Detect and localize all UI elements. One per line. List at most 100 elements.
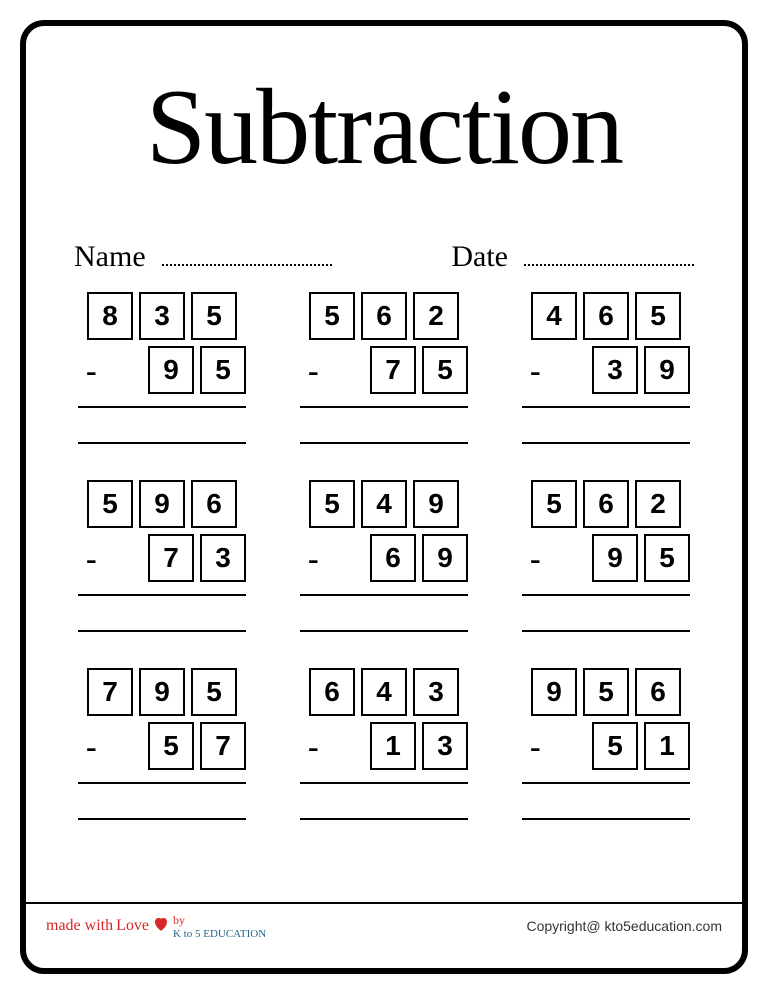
digit-box: 6: [361, 292, 407, 340]
brand-logo: K to 5 EDUCATION: [173, 928, 266, 940]
answer-line: [522, 782, 690, 784]
minus-sign: -: [308, 352, 319, 389]
digit-box: 7: [87, 668, 133, 716]
answer-line: [78, 782, 246, 784]
minus-sign: -: [308, 540, 319, 577]
digit-box: 1: [370, 722, 416, 770]
problem: 562 -95: [510, 480, 702, 638]
minuend-row: 596: [66, 480, 258, 528]
worksheet-title: Subtraction: [66, 66, 702, 190]
subtrahend-row: - 73: [78, 534, 246, 582]
problem: 596 - 73: [66, 480, 258, 638]
answer-line: [522, 406, 690, 408]
name-field: Name: [74, 240, 332, 274]
date-label: Date: [451, 240, 508, 274]
minus-sign: -: [86, 728, 97, 765]
answer-line: [78, 818, 246, 820]
answer-line: [300, 782, 468, 784]
subtrahend-row: -95: [78, 346, 246, 394]
problem: 643-13: [288, 668, 480, 826]
minus-sign: -: [86, 540, 97, 577]
digit-box: 3: [592, 346, 638, 394]
digit-box: 6: [191, 480, 237, 528]
subtrahend-row: - 39: [522, 346, 690, 394]
problem: 956-51: [510, 668, 702, 826]
minus-sign: -: [530, 728, 541, 765]
digit-box: 9: [531, 668, 577, 716]
name-label: Name: [74, 240, 146, 274]
footer: made with Love by K to 5 EDUCATION Copyr…: [26, 902, 742, 948]
digit-box: 4: [531, 292, 577, 340]
date-line[interactable]: [524, 264, 694, 266]
digit-box: 9: [139, 668, 185, 716]
digit-box: 9: [413, 480, 459, 528]
answer-line: [78, 594, 246, 596]
digit-box: 6: [370, 534, 416, 582]
digit-box: 8: [87, 292, 133, 340]
subtrahend-row: -95: [522, 534, 690, 582]
answer-line: [522, 594, 690, 596]
digit-box: 5: [644, 534, 690, 582]
minuend-row: 956: [510, 668, 702, 716]
digit-box: 4: [361, 668, 407, 716]
love-text: Love: [116, 917, 149, 935]
digit-box: 3: [139, 292, 185, 340]
digit-box: 3: [422, 722, 468, 770]
answer-line: [300, 442, 468, 444]
subtrahend-row: - 75: [300, 346, 468, 394]
digit-box: 7: [200, 722, 246, 770]
digit-box: 5: [422, 346, 468, 394]
digit-box: 3: [200, 534, 246, 582]
subtrahend-row: -57: [78, 722, 246, 770]
problem: 549-69: [288, 480, 480, 638]
minuend-row: 549: [288, 480, 480, 528]
answer-line: [522, 442, 690, 444]
digit-box: 6: [583, 480, 629, 528]
heart-icon: [152, 915, 170, 938]
digit-box: 4: [361, 480, 407, 528]
answer-line: [300, 594, 468, 596]
problems-grid: 835-95562-75465-39596-73549-69562-95795-…: [66, 292, 702, 826]
digit-box: 3: [413, 668, 459, 716]
digit-box: 5: [583, 668, 629, 716]
digit-box: 7: [370, 346, 416, 394]
digit-box: 5: [531, 480, 577, 528]
minus-sign: -: [86, 352, 97, 389]
answer-line: [78, 630, 246, 632]
digit-box: 1: [644, 722, 690, 770]
header-row: Name Date: [66, 240, 702, 274]
answer-line: [522, 630, 690, 632]
digit-box: 5: [592, 722, 638, 770]
answer-line: [300, 630, 468, 632]
minus-sign: -: [308, 728, 319, 765]
date-field: Date: [451, 240, 694, 274]
digit-box: 6: [309, 668, 355, 716]
digit-box: 5: [309, 480, 355, 528]
answer-line: [78, 406, 246, 408]
minus-sign: -: [530, 352, 541, 389]
made-with-love: made with Love by K to 5 EDUCATION: [46, 913, 266, 940]
answer-line: [300, 818, 468, 820]
answer-line: [300, 406, 468, 408]
problem: 562 - 75: [288, 292, 480, 450]
digit-box: 6: [635, 668, 681, 716]
name-line[interactable]: [162, 264, 332, 266]
digit-box: 5: [309, 292, 355, 340]
answer-line: [522, 818, 690, 820]
digit-box: 5: [191, 292, 237, 340]
digit-box: 6: [583, 292, 629, 340]
digit-box: 5: [635, 292, 681, 340]
digit-box: 5: [87, 480, 133, 528]
digit-box: 2: [635, 480, 681, 528]
minuend-row: 795: [66, 668, 258, 716]
digit-box: 2: [413, 292, 459, 340]
copyright-text: Copyright@ kto5education.com: [526, 918, 722, 934]
digit-box: 7: [148, 534, 194, 582]
made-with-text: made with: [46, 917, 113, 935]
minuend-row: 562: [288, 292, 480, 340]
digit-box: 9: [422, 534, 468, 582]
digit-box: 9: [644, 346, 690, 394]
minus-sign: -: [530, 540, 541, 577]
minuend-row: 835: [66, 292, 258, 340]
problem: 795 -57: [66, 668, 258, 826]
